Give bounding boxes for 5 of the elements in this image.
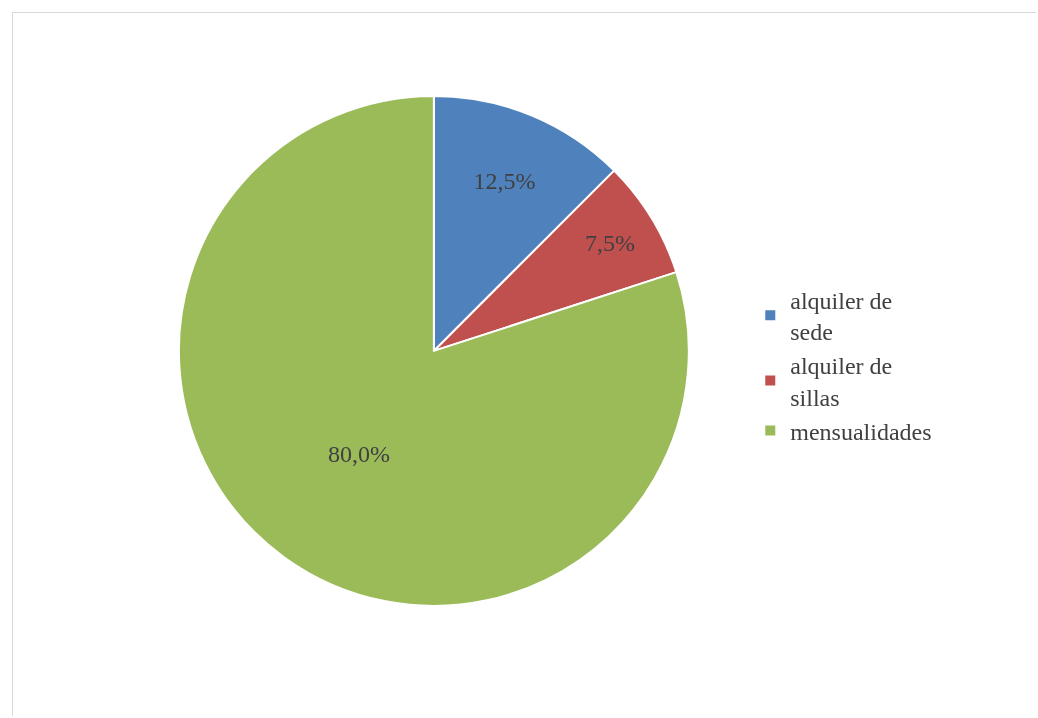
legend-label: mensualidades bbox=[790, 418, 932, 445]
pie-slice bbox=[177, 94, 690, 607]
data-label: 7,5% bbox=[585, 229, 636, 256]
data-label: 80,0% bbox=[327, 441, 390, 468]
data-label: 12,5% bbox=[473, 167, 536, 194]
